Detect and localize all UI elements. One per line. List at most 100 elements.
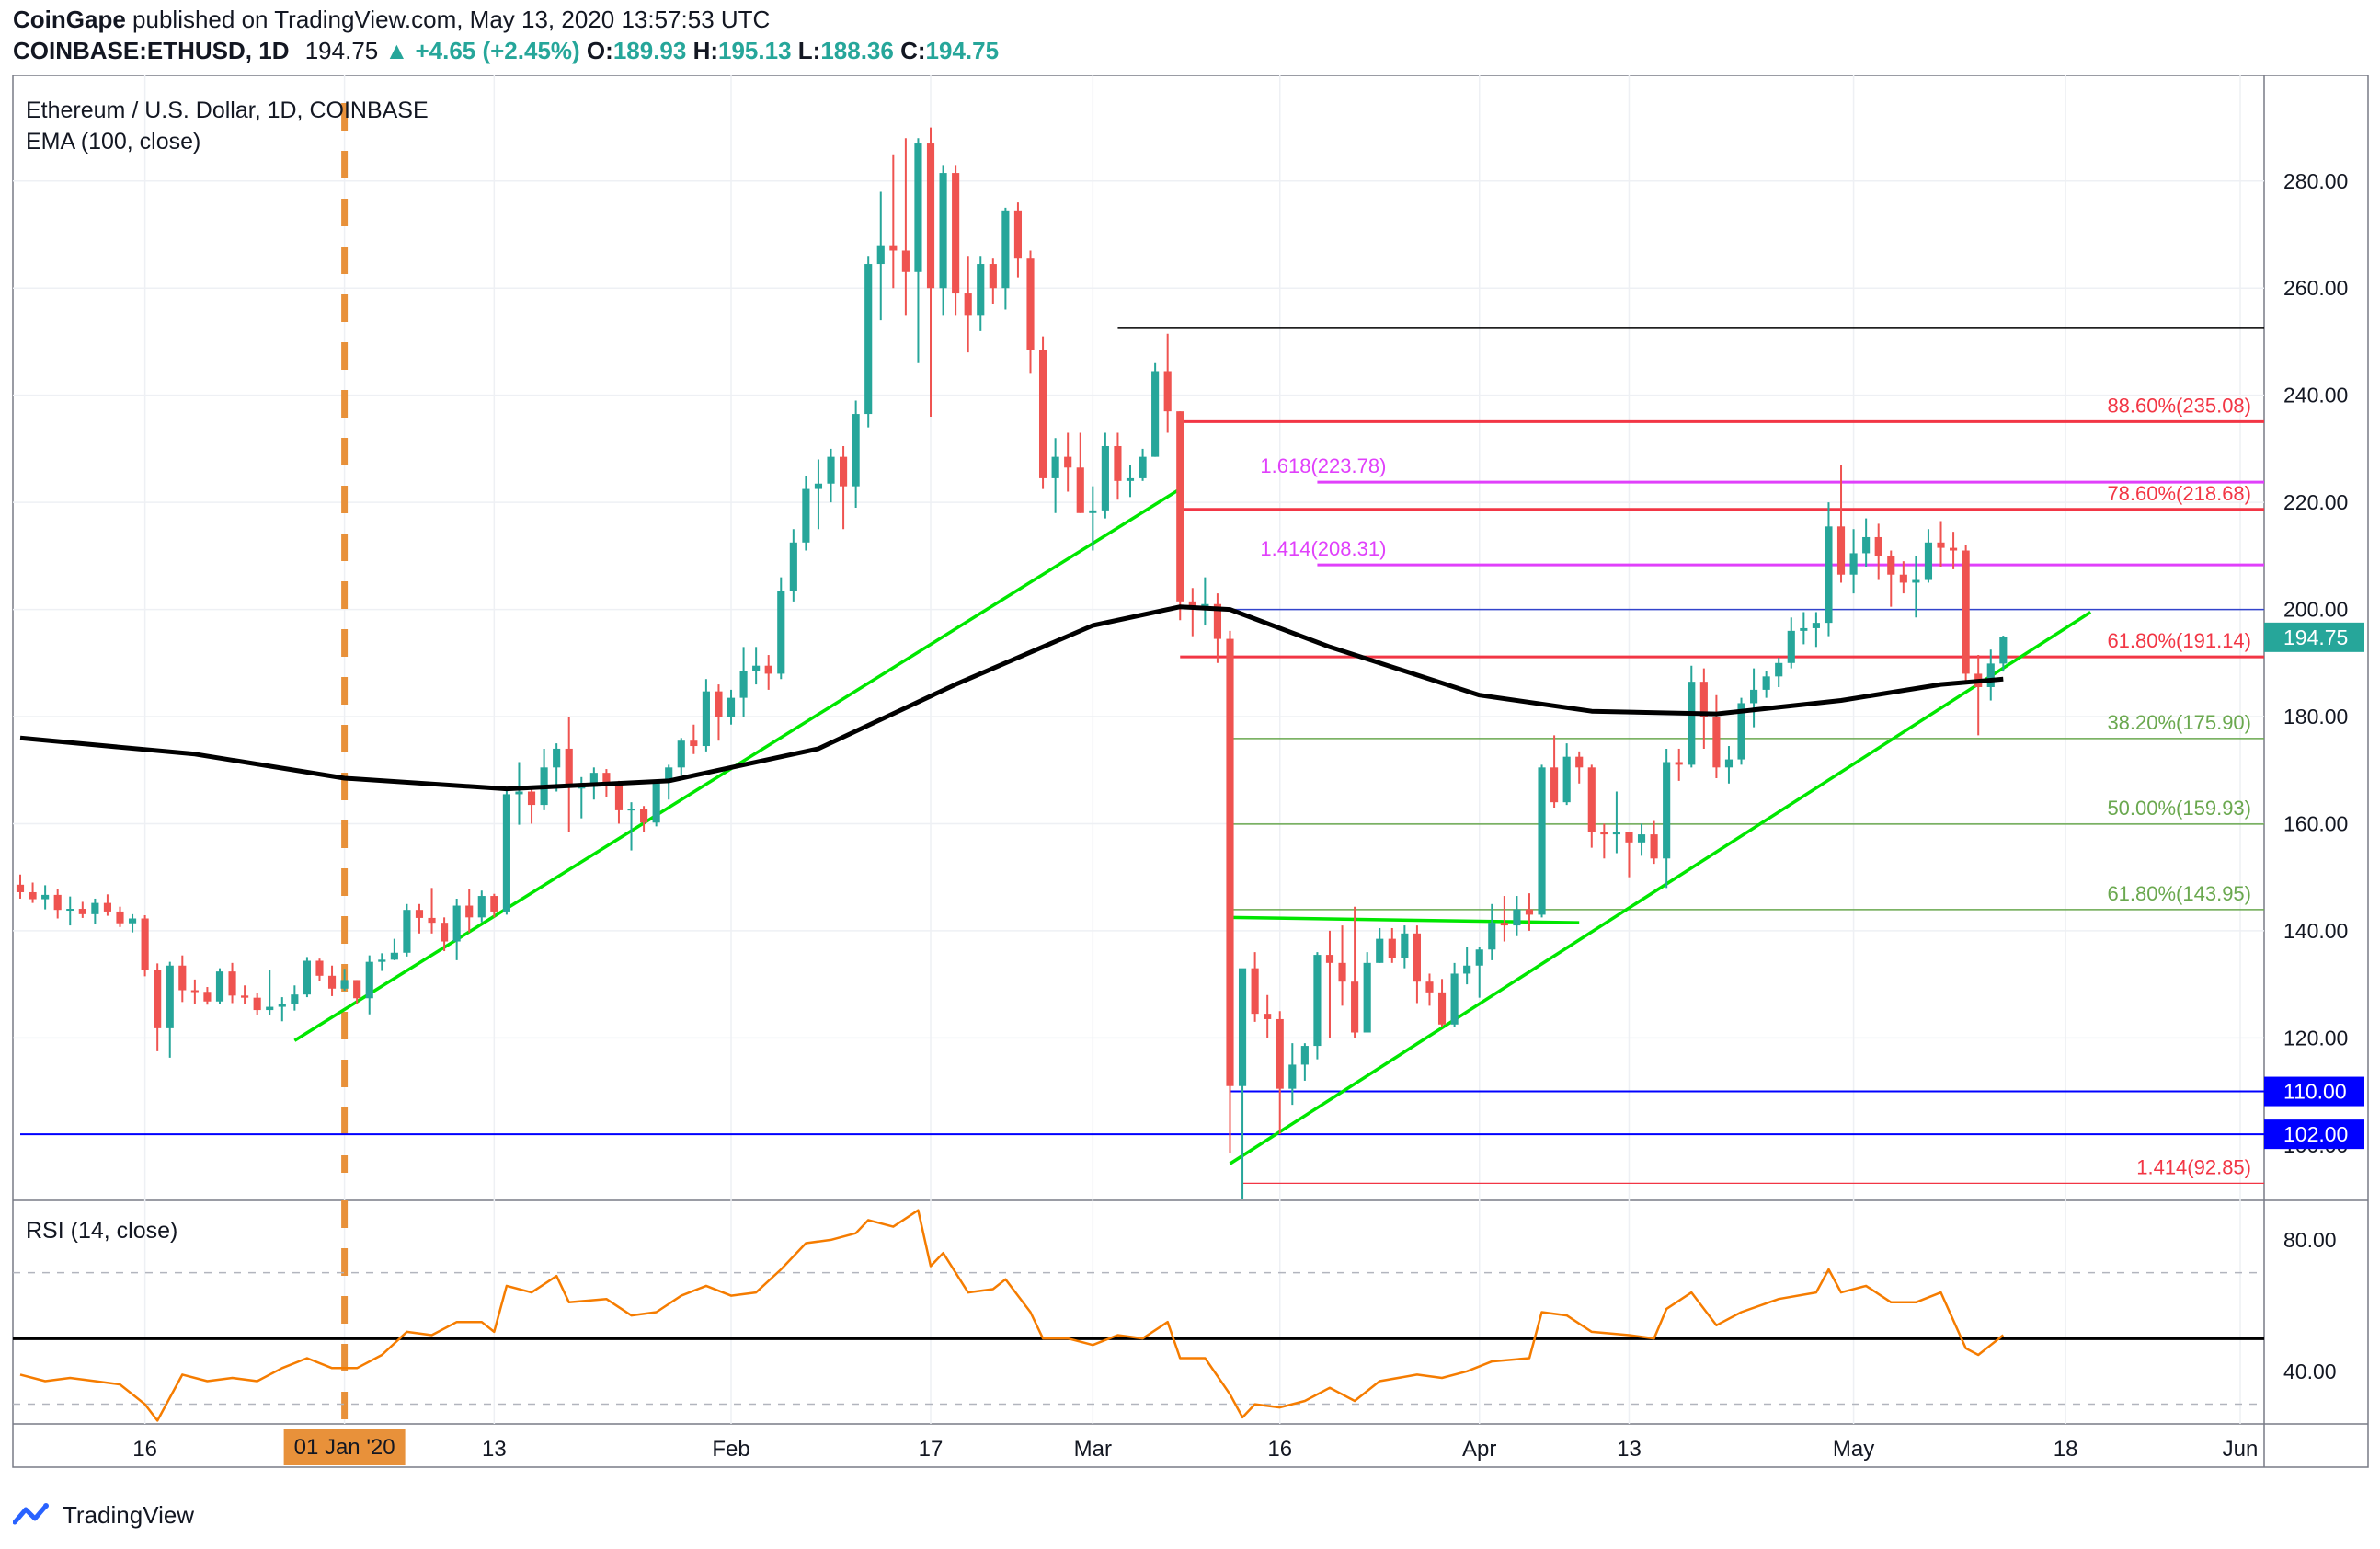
x-tick-label: 16 [1267,1437,1292,1462]
last-price-badge-text: 194.75 [2283,625,2348,649]
high-label: H: [692,37,719,64]
candle-body [1775,662,1783,677]
candle-body [1450,973,1459,1025]
last-price-badge-bg [2264,622,2364,652]
ema-line [19,604,2004,792]
candle-body [1825,526,1833,624]
candle-body [876,245,885,265]
candle-body [390,952,398,960]
low-label: L: [797,37,821,64]
candle-body [852,414,860,487]
candle-body [1750,689,1758,704]
candle-body [864,264,873,415]
candle-body [527,791,536,806]
candle-body [1064,456,1072,468]
level-label: 1.618(223.78) [1260,454,1386,477]
candle-body [690,740,698,747]
candle-body [1325,955,1334,963]
candle-body [1213,603,1222,639]
candle-body [166,965,174,1028]
candle-body [1737,703,1745,760]
candle-body [1625,832,1633,843]
candle-body [1787,630,1795,663]
candle-body [1376,938,1384,963]
open-value: 189.93 [612,37,687,64]
candle-body [428,917,436,924]
x-tick-label: Jun [2223,1437,2259,1462]
x-tick-label: 18 [2054,1437,2078,1462]
candle-body [814,483,823,489]
rsi-y-tick-label: 80.00 [2283,1228,2337,1252]
candle-body [1899,574,1907,583]
candle-body [939,173,947,289]
close-label: C: [900,37,926,64]
candle-body [253,997,261,1011]
candle-body [1401,933,1409,958]
level-label: 1.414(208.31) [1260,537,1386,560]
candle-body [1887,556,1895,575]
candle-body [1612,832,1620,835]
candle-body [1525,909,1534,915]
candle-body [53,894,62,911]
candle-body [952,173,960,294]
candle-body [840,456,848,487]
candle-body [1388,938,1396,958]
price-change: +4.65 (+2.45%) [415,37,580,64]
candle-body [1999,637,2008,664]
candle-body [1650,834,1658,859]
candle-body [1575,756,1584,768]
candle-body [1338,962,1346,982]
x-tick-label: 13 [482,1437,507,1462]
candle-body [1176,411,1184,602]
candle-body [1688,682,1696,765]
candle-body [640,809,648,823]
rsi-y-tick-label: 40.00 [2283,1360,2337,1383]
candle-body [1288,1064,1297,1089]
candle-body [490,896,498,912]
level-label: 50.00%(159.93) [2107,797,2251,820]
candle-body [1675,762,1683,765]
candle-body [1937,542,1945,548]
candle-body [1300,1046,1309,1065]
candle-body [1013,210,1023,259]
publisher-name[interactable]: CoinGape [13,6,126,33]
candle-body [977,264,985,316]
high-value: 195.13 [718,37,792,64]
candle-body [764,665,772,674]
candle-body [441,923,449,942]
chart-frame [12,75,2369,1468]
candle-body [178,965,187,991]
candle-body [1413,933,1421,982]
candle-body [1600,832,1608,835]
y-tick-label: 280.00 [2283,169,2348,193]
candle-body [228,971,236,996]
candle-body [715,691,723,717]
candle-body [378,959,386,962]
candle-body [502,794,510,912]
candle-body [340,980,349,989]
candle-body [1201,603,1209,607]
candle-body [1762,676,1770,690]
candle-body [1363,962,1371,1033]
candle-body [452,905,461,942]
published-text: published on TradingView.com, May 13, 20… [132,6,771,33]
candle-body [415,910,424,918]
publish-header: CoinGape published on TradingView.com, M… [13,6,770,34]
change-arrow-icon: ▲ [384,37,409,64]
candle-body [1962,550,1970,674]
footer-brand[interactable]: TradingView [13,1501,194,1530]
candle-body [203,992,212,1002]
candle-body [789,542,797,591]
candle-body [1101,445,1109,511]
candle-body [1264,1014,1272,1019]
candle-body [989,264,997,289]
candle-body [1026,258,1035,350]
candle-body [1912,579,1920,583]
candle-body [1562,756,1571,803]
candle-body [353,980,361,999]
x-tick-label: May [1833,1437,1874,1462]
candle-body [827,456,835,484]
symbol-name[interactable]: COINBASE:ETHUSD, 1D [13,37,290,64]
candle-body [1475,949,1483,966]
